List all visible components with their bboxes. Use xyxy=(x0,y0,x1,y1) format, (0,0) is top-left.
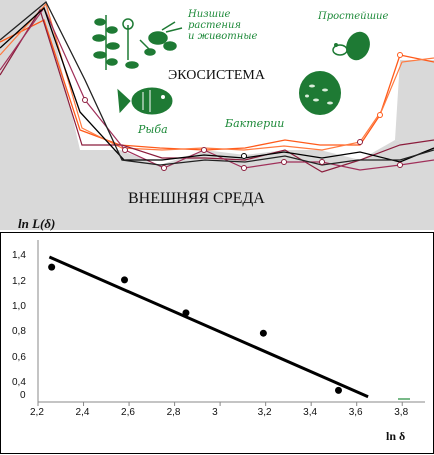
protozoa-icon xyxy=(332,31,370,61)
fish-icon xyxy=(117,87,173,115)
lower-plants-label-line1: Низшие xyxy=(188,9,231,20)
data-point xyxy=(121,276,129,284)
lower-plants-label-line2: растения xyxy=(188,20,242,31)
protozoa-label: Простейшие xyxy=(318,11,389,22)
x-tick-label: 3,4 xyxy=(303,407,318,418)
y-tick-label: 1,4 xyxy=(12,250,26,261)
series-black-1 xyxy=(0,6,434,163)
y-tick-label: 1,0 xyxy=(12,301,26,312)
environment-label: ВНЕШНЯЯ СРЕДА xyxy=(128,190,265,207)
right-gray-area xyxy=(395,60,434,150)
x-tick-label: 3,8 xyxy=(394,407,409,418)
environment-area xyxy=(0,0,434,230)
ecosystem-diagram: Низшие растения и животные Простейшие Ры… xyxy=(0,0,434,230)
bacteria-icon xyxy=(299,71,341,115)
data-point xyxy=(334,386,342,394)
x-tick-label: 3,2 xyxy=(257,407,272,418)
series-orange-2 xyxy=(0,2,434,151)
x-tick-label: 2,4 xyxy=(75,407,90,418)
chart-canvas xyxy=(0,232,434,454)
data-point xyxy=(182,309,190,317)
y-axis-label: ln L(δ) xyxy=(18,216,56,231)
data-point xyxy=(48,263,56,271)
x-tick-label: 2,6 xyxy=(121,407,135,418)
series-black-2 xyxy=(0,0,434,166)
data-point xyxy=(259,329,267,337)
animal-icon xyxy=(139,21,183,56)
x-tick-label: 3,6 xyxy=(348,407,363,418)
x-axis-label: ln δ xyxy=(386,429,406,443)
series-markers xyxy=(82,52,403,171)
fit-line xyxy=(48,255,369,399)
series-darkred-2 xyxy=(0,6,434,171)
chart-frame xyxy=(0,232,434,454)
x-tick-label: 3 xyxy=(212,407,218,418)
y-tick-label: 0,8 xyxy=(12,326,26,337)
y-tick-label: 0,6 xyxy=(12,352,26,363)
y-tick-label: 1,2 xyxy=(12,276,26,287)
bacteria-label: Бактерии xyxy=(225,117,285,130)
x-tick-label: 2,2 xyxy=(30,407,44,418)
lower-plants-label-line3: и животные xyxy=(188,31,258,42)
ecosystem-label: ЭКОСИСТЕМА xyxy=(168,68,265,83)
plant-icon xyxy=(92,15,139,70)
scatter-chart: ln L(δ) ln δ 2,2 2,4 2,6 2,8 3 3,2 3,4 3,6 3,8 0 0… xyxy=(0,216,434,455)
ecosystem-diagram-graphic xyxy=(0,0,434,230)
y-tick-label: 0 xyxy=(20,390,26,401)
y-tick-label: 0,4 xyxy=(12,377,26,388)
fish-label: Рыба xyxy=(138,123,168,136)
x-tick-label: 2,8 xyxy=(166,407,181,418)
